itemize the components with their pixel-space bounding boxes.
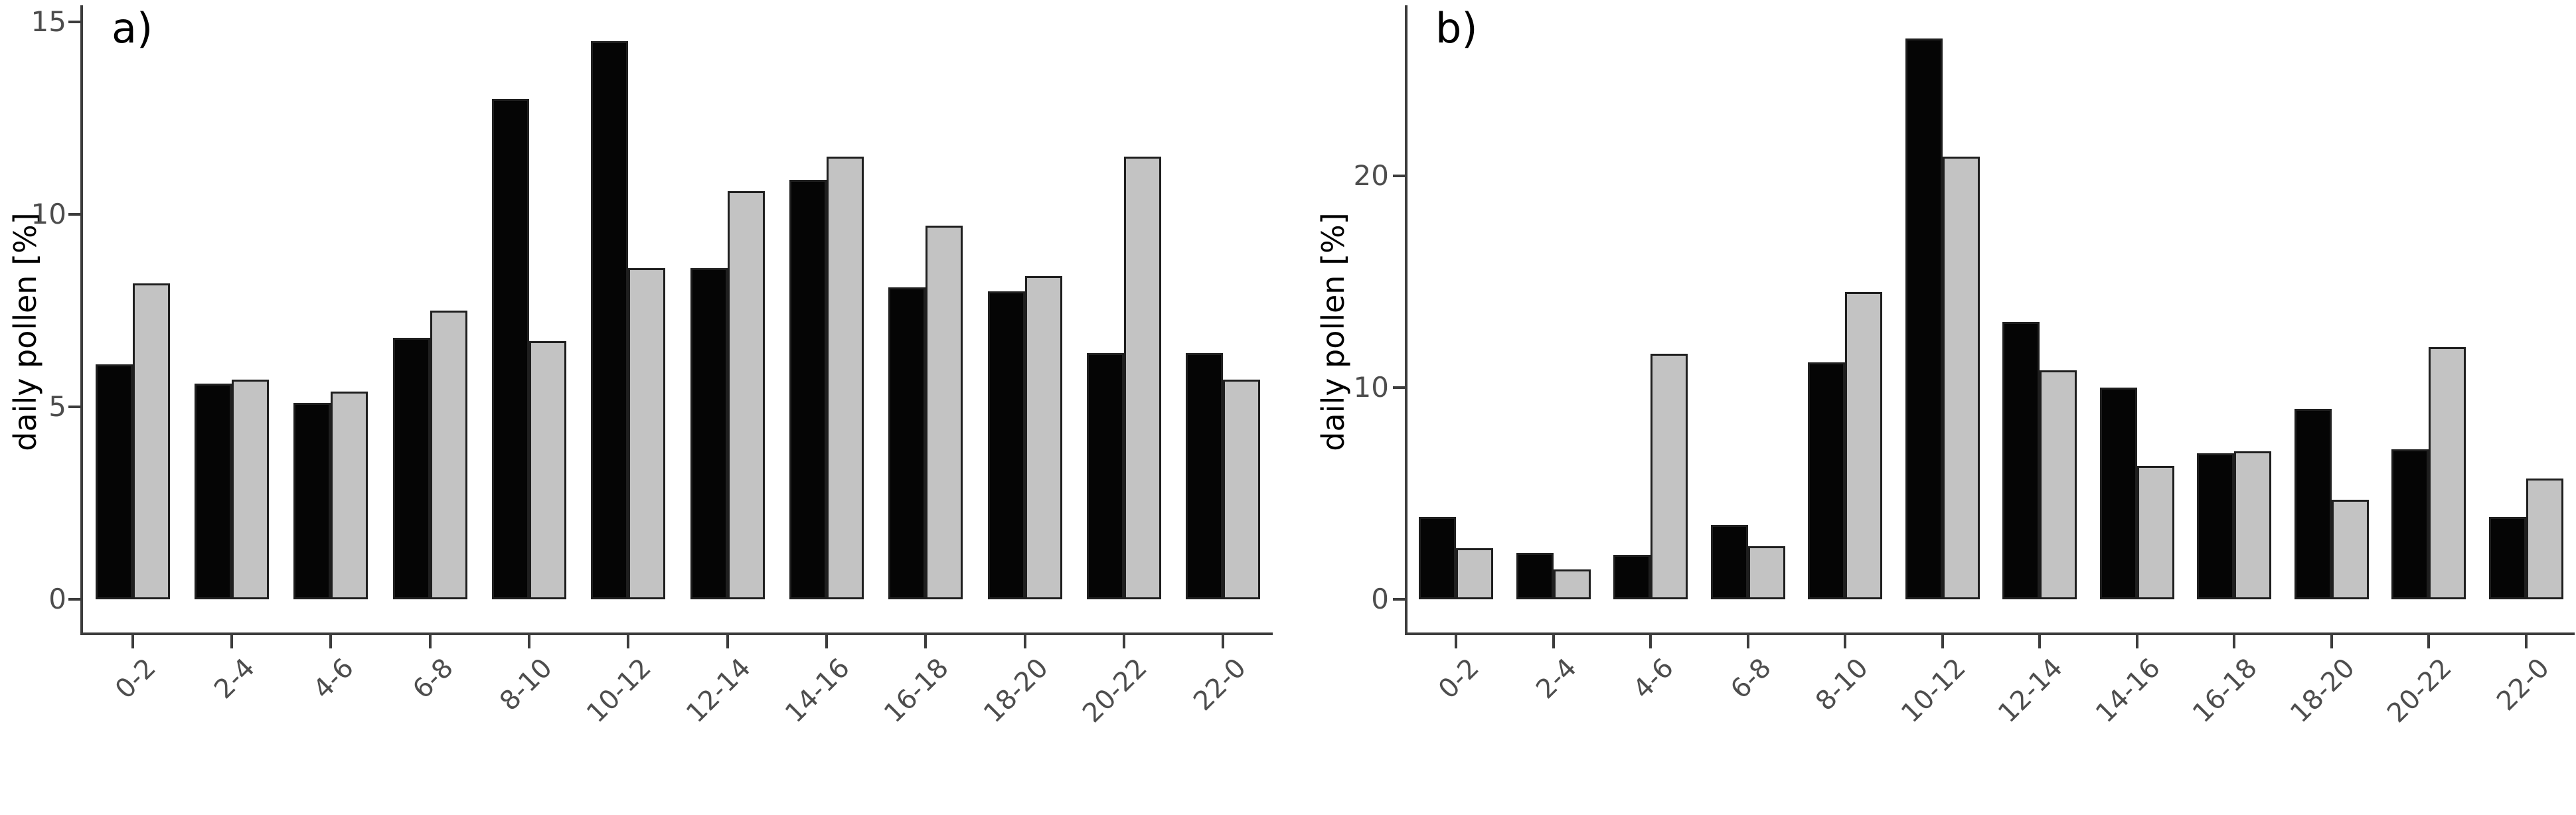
- bar-black-bars-6-8: [1710, 525, 1748, 599]
- bar-grey-bars-22-0: [1223, 380, 1261, 599]
- x-tick: [1455, 635, 1458, 648]
- y-tick: [68, 406, 80, 408]
- bar-grey-bars-22-0: [2526, 479, 2563, 599]
- bar-black-bars-22-0: [1186, 353, 1224, 599]
- x-tick: [1941, 635, 1944, 648]
- bar-grey-bars-6-8: [1747, 546, 1785, 599]
- bar-grey-bars-0-2: [1456, 548, 1494, 599]
- x-tick: [1649, 635, 1652, 648]
- bar-black-bars-10-12: [1905, 38, 1943, 599]
- bar-black-bars-0-2: [95, 364, 133, 599]
- x-tick: [1123, 635, 1125, 648]
- x-tick: [131, 635, 134, 648]
- x-tick: [1552, 635, 1555, 648]
- x-tick: [2330, 635, 2333, 648]
- bar-black-bars-22-0: [2488, 517, 2526, 599]
- x-tick: [428, 635, 432, 648]
- bar-grey-bars-14-16: [827, 157, 864, 599]
- x-tick: [528, 635, 530, 648]
- y-tick-label: 10: [1353, 371, 1389, 404]
- y-tick: [68, 21, 80, 23]
- x-tick: [2233, 635, 2236, 648]
- bar-grey-bars-8-10: [1845, 292, 1883, 599]
- bar-black-bars-20-22: [1087, 353, 1124, 599]
- bar-grey-bars-18-20: [2331, 500, 2369, 599]
- bar-black-bars-2-4: [1516, 553, 1554, 599]
- x-tick: [1023, 635, 1026, 648]
- bar-grey-bars-12-14: [727, 191, 765, 599]
- x-tick: [726, 635, 729, 648]
- bar-grey-bars-2-4: [232, 380, 269, 599]
- bar-grey-bars-18-20: [1024, 276, 1062, 599]
- panel-a-letter: a): [112, 4, 153, 52]
- bar-grey-bars-12-14: [2040, 370, 2077, 599]
- bar-black-bars-8-10: [1808, 362, 1846, 599]
- bar-black-bars-4-6: [293, 403, 331, 599]
- bar-black-bars-4-6: [1613, 555, 1651, 599]
- panel-b-letter: b): [1435, 4, 1478, 52]
- bar-grey-bars-10-12: [628, 268, 666, 599]
- bar-grey-bars-16-18: [926, 226, 963, 599]
- bar-grey-bars-0-2: [132, 283, 170, 599]
- bar-grey-bars-14-16: [2136, 466, 2174, 599]
- bar-black-bars-14-16: [789, 180, 827, 599]
- bar-grey-bars-20-22: [2429, 347, 2466, 599]
- bar-black-bars-16-18: [888, 287, 926, 599]
- y-tick: [68, 598, 80, 601]
- bar-grey-bars-4-6: [331, 392, 368, 599]
- x-tick: [2524, 635, 2528, 648]
- x-tick: [2427, 635, 2431, 648]
- panel-b: b) daily pollen [%] 0 10 20 0-2 2-4 4-6 6-8 8-1…: [1315, 4, 2575, 729]
- bar-grey-bars-10-12: [1942, 157, 1980, 599]
- y-tick-label: 10: [31, 198, 66, 230]
- bar-black-bars-12-14: [690, 268, 728, 599]
- x-tick: [825, 635, 828, 648]
- y-tick-label: 20: [1353, 159, 1389, 192]
- bar-grey-bars-6-8: [430, 311, 467, 599]
- bar-black-bars-20-22: [2391, 449, 2429, 599]
- bar-black-bars-12-14: [2002, 322, 2040, 599]
- bar-grey-bars-20-22: [1124, 157, 1161, 599]
- x-tick: [1844, 635, 1847, 648]
- bar-black-bars-14-16: [2099, 388, 2137, 599]
- bar-grey-bars-8-10: [529, 341, 566, 599]
- x-tick: [2038, 635, 2042, 648]
- y-axis-line: [1405, 5, 1408, 635]
- bar-black-bars-10-12: [591, 41, 629, 599]
- bar-grey-bars-16-18: [2234, 451, 2272, 599]
- y-tick-label: 0: [1371, 583, 1389, 615]
- x-tick: [230, 635, 233, 648]
- bar-grey-bars-2-4: [1553, 569, 1591, 599]
- bar-black-bars-18-20: [987, 291, 1025, 599]
- panel-a: a) daily pollen [%] 0 5 10 15 0-2 2-4 4-6 6-8 8-…: [7, 4, 1273, 729]
- y-axis-line: [80, 5, 83, 635]
- x-tick: [2135, 635, 2138, 648]
- bar-black-bars-8-10: [492, 99, 529, 599]
- y-tick: [1393, 386, 1405, 389]
- x-tick: [1222, 635, 1225, 648]
- x-tick: [627, 635, 630, 648]
- x-axis-line: [80, 632, 1273, 635]
- bar-black-bars-0-2: [1419, 517, 1457, 599]
- bar-black-bars-6-8: [392, 338, 430, 599]
- bar-grey-bars-4-6: [1650, 354, 1688, 599]
- y-tick-label: 5: [48, 390, 66, 423]
- x-tick: [1746, 635, 1749, 648]
- bar-black-bars-18-20: [2294, 409, 2332, 599]
- x-axis-line: [1405, 632, 2575, 635]
- y-tick-label: 15: [31, 5, 66, 38]
- x-tick: [924, 635, 927, 648]
- y-tick: [1393, 175, 1405, 177]
- y-tick: [68, 213, 80, 216]
- x-tick: [329, 635, 333, 648]
- bar-black-bars-2-4: [195, 384, 232, 599]
- y-tick-label: 0: [48, 583, 66, 615]
- y-tick: [1393, 598, 1405, 601]
- bar-black-bars-16-18: [2197, 453, 2235, 599]
